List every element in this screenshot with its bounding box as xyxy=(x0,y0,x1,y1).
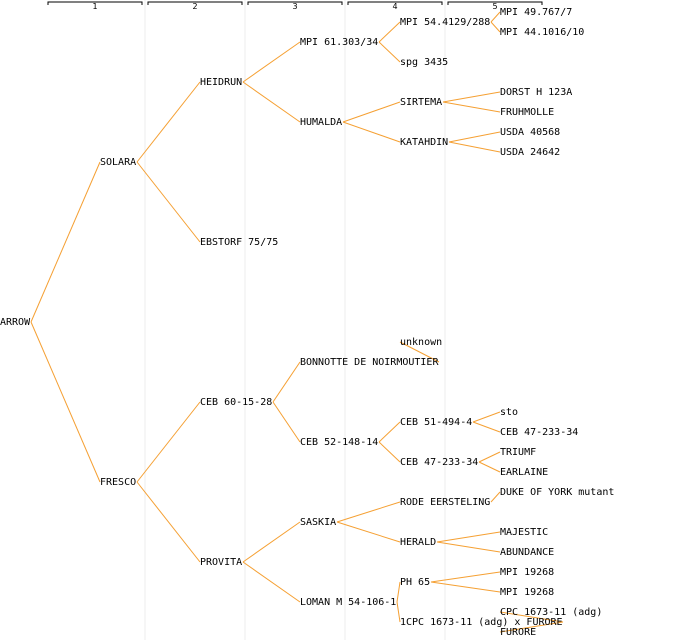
pedigree-node-label[interactable]: TRIUMF xyxy=(500,447,536,458)
generation-header: 1 2 3 4 5 xyxy=(47,1,543,11)
pedigree-edge xyxy=(30,161,101,323)
pedigree-node-label[interactable]: CPC 1673-11 (adg) xyxy=(500,607,602,618)
pedigree-node-label[interactable]: MPI 44.1016/10 xyxy=(500,27,584,38)
pedigree-node-label[interactable]: MAJESTIC xyxy=(500,527,548,538)
generation-number: 1 xyxy=(92,2,97,11)
pedigree-edge xyxy=(136,81,201,163)
column-separators xyxy=(144,0,446,640)
pedigree-node-label[interactable]: DORST H 123A xyxy=(500,87,572,98)
pedigree-edge xyxy=(448,131,501,143)
pedigree-node-label[interactable]: 1CPC 1673-11 (adg) x FURORE xyxy=(400,617,563,628)
pedigree-edge xyxy=(399,341,440,363)
pedigree-edges xyxy=(30,11,564,633)
pedigree-node-label[interactable]: USDA 40568 xyxy=(500,127,560,138)
pedigree-node-label[interactable]: LOMAN M 54-106-1 xyxy=(300,597,396,608)
pedigree-edge xyxy=(490,491,501,503)
pedigree-edge xyxy=(472,411,501,423)
pedigree-node-label[interactable]: ARROW xyxy=(0,317,31,328)
pedigree-edge xyxy=(442,101,501,113)
pedigree-edge xyxy=(136,161,201,243)
pedigree-edge xyxy=(242,561,301,603)
pedigree-edge xyxy=(272,361,301,403)
pedigree-node-label[interactable]: HEIDRUN xyxy=(200,77,242,88)
pedigree-node-label[interactable]: EARLAINE xyxy=(500,467,548,478)
pedigree-edge xyxy=(499,621,564,633)
pedigree-node-label[interactable]: CEB 47-233-34 xyxy=(400,457,478,468)
pedigree-node-label[interactable]: USDA 24642 xyxy=(500,147,560,158)
pedigree-node-label[interactable]: FRUHMOLLE xyxy=(500,107,554,118)
pedigree-edge xyxy=(378,21,401,43)
pedigree-node-label[interactable]: PROVITA xyxy=(200,557,242,568)
pedigree-edge xyxy=(242,521,301,563)
generation-bracket xyxy=(147,1,243,5)
pedigree-node-label[interactable]: RODE EERSTELING xyxy=(400,497,490,508)
pedigree-edge xyxy=(136,401,201,483)
pedigree-edge xyxy=(342,121,401,143)
generation-number: 2 xyxy=(192,2,197,11)
pedigree-node-label[interactable]: MPI 19268 xyxy=(500,567,554,578)
pedigree-edge xyxy=(342,101,401,123)
pedigree-node-label[interactable]: SOLARA xyxy=(100,157,136,168)
pedigree-edge xyxy=(378,441,401,463)
pedigree-edge xyxy=(472,421,501,433)
pedigree-node-label[interactable]: EBSTORF 75/75 xyxy=(200,237,278,248)
pedigree-node-label[interactable]: MPI 19268 xyxy=(500,587,554,598)
pedigree-node-label[interactable]: spg 3435 xyxy=(400,57,448,68)
pedigree-node-label[interactable]: MPI 54.4129/288 xyxy=(400,17,490,28)
pedigree-node-label[interactable]: CEB 51-494-4 xyxy=(400,417,472,428)
pedigree-edge xyxy=(436,541,501,553)
generation-number: 4 xyxy=(392,2,397,11)
pedigree-node-label[interactable]: MPI 49.767/7 xyxy=(500,7,572,18)
pedigree-node-label[interactable]: CEB 47-233-34 xyxy=(500,427,578,438)
pedigree-node-label[interactable]: BONNOTTE DE NOIRMOUTIER xyxy=(300,357,439,368)
generation-bracket xyxy=(247,1,343,5)
generation-bracket xyxy=(347,1,443,5)
pedigree-node-label[interactable]: CEB 60-15-28 xyxy=(200,397,272,408)
pedigree-node-label[interactable]: ABUNDANCE xyxy=(500,547,554,558)
pedigree-node-label[interactable]: FURORE xyxy=(500,627,536,638)
pedigree-node-label[interactable]: SIRTEMA xyxy=(400,97,442,108)
pedigree-node-label[interactable]: HUMALDA xyxy=(300,117,342,128)
pedigree-node-label[interactable]: MPI 61.303/34 xyxy=(300,37,378,48)
pedigree-edge xyxy=(378,421,401,443)
pedigree-edge xyxy=(272,401,301,443)
pedigree-node-label[interactable]: DUKE OF YORK mutant xyxy=(500,487,614,498)
pedigree-edge xyxy=(478,451,501,463)
pedigree-node-label[interactable]: KATAHDIN xyxy=(400,137,448,148)
generation-bracket xyxy=(47,1,143,5)
pedigree-edge xyxy=(242,81,301,123)
pedigree-edge xyxy=(436,531,501,543)
pedigree-node-label[interactable]: sto xyxy=(500,407,518,418)
pedigree-edge xyxy=(490,11,501,23)
pedigree-node-label[interactable]: CEB 52-148-14 xyxy=(300,437,378,448)
pedigree-edge xyxy=(30,321,101,483)
pedigree-edge xyxy=(499,611,564,623)
generation-bracket xyxy=(447,1,543,5)
pedigree-edge xyxy=(136,481,201,563)
pedigree-edge xyxy=(242,41,301,83)
pedigree-edge xyxy=(478,461,501,473)
pedigree-edge xyxy=(490,21,501,33)
pedigree-node-label[interactable]: HERALD xyxy=(400,537,436,548)
pedigree-edge xyxy=(442,91,501,103)
pedigree-node-label[interactable]: unknown xyxy=(400,337,442,348)
pedigree-edge xyxy=(396,581,401,603)
pedigree-node-label[interactable]: SASKIA xyxy=(300,517,336,528)
pedigree-edge xyxy=(336,521,401,543)
pedigree-edge xyxy=(396,601,401,623)
generation-number: 5 xyxy=(492,2,497,11)
generation-number: 3 xyxy=(292,2,297,11)
pedigree-edge xyxy=(430,581,501,593)
pedigree-edge xyxy=(430,571,501,583)
pedigree-node-label[interactable]: FRESCO xyxy=(100,477,136,488)
pedigree-node-label[interactable]: PH 65 xyxy=(400,577,430,588)
pedigree-edge xyxy=(448,141,501,153)
pedigree-edge xyxy=(336,501,401,523)
pedigree-labels: ARROW SOLARA FRESCO HEIDRUN EBSTORF 75/75 CEB… xyxy=(0,7,614,638)
pedigree-edge xyxy=(378,41,401,63)
